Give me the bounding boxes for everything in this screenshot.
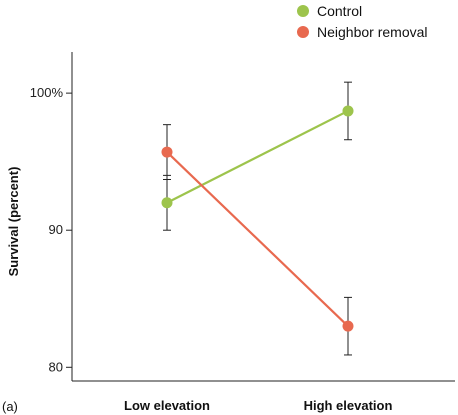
data-point	[342, 320, 354, 332]
y-tick-label: 80	[49, 359, 63, 374]
panel-label: (a)	[2, 399, 18, 414]
series-control	[161, 81, 354, 231]
x-category-label: High elevation	[304, 398, 393, 413]
series-line	[166, 109, 349, 204]
y-axis-label: Survival (percent)	[6, 167, 21, 277]
data-point	[161, 146, 173, 158]
chart-series	[161, 81, 354, 356]
chart-axes: 80 90 100% Low elevation High elevation Survi…	[6, 52, 455, 413]
x-category-label: Low elevation	[124, 398, 210, 413]
legend-marker	[297, 5, 309, 17]
legend-marker	[297, 26, 309, 38]
y-tick-label: 100%	[30, 85, 64, 100]
data-point	[342, 105, 354, 117]
series-line	[166, 151, 349, 327]
data-point	[161, 197, 173, 209]
legend-label: Control	[317, 3, 362, 19]
y-tick-label: 90	[49, 222, 63, 237]
chart-legend: Control Neighbor removal	[297, 3, 428, 40]
series-neighbor-removal	[161, 124, 354, 356]
legend-label: Neighbor removal	[317, 24, 428, 40]
